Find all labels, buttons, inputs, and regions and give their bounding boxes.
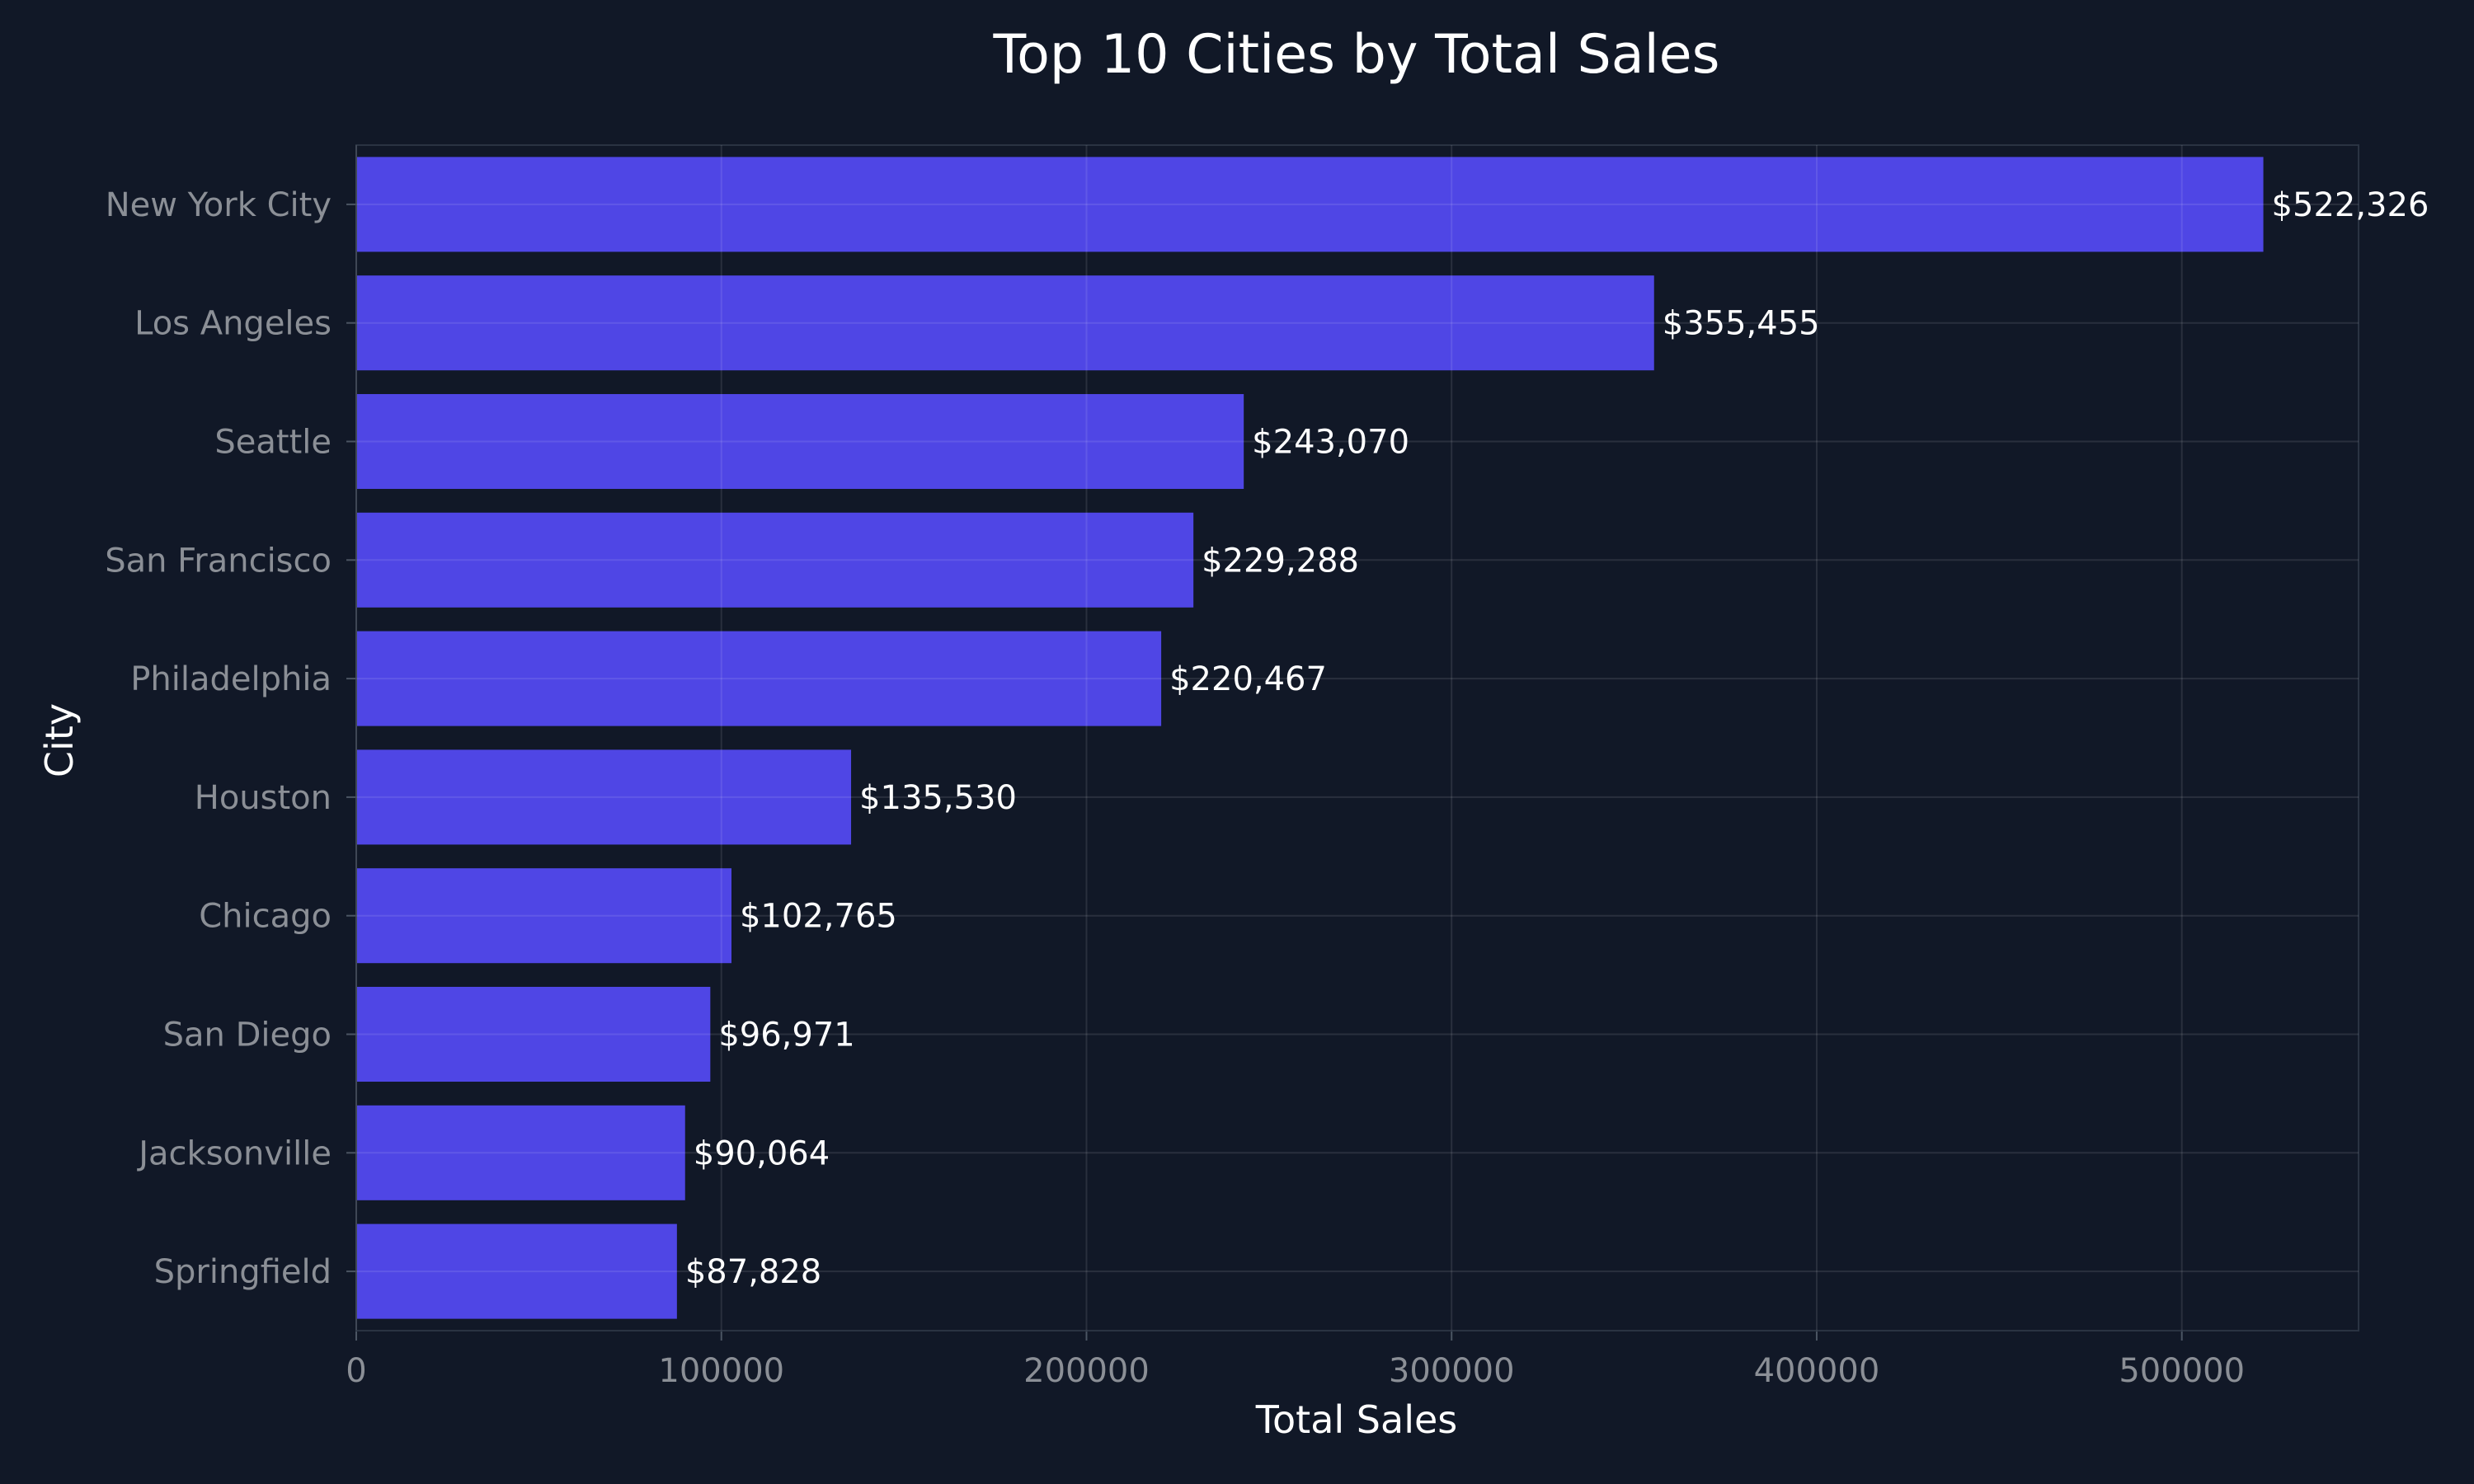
bar xyxy=(356,749,852,845)
bar xyxy=(356,986,711,1082)
y-axis-label: City xyxy=(37,703,82,777)
x-tick-label: 0 xyxy=(346,1352,366,1390)
bar xyxy=(356,275,1654,371)
data-label: $229,288 xyxy=(1202,542,1359,580)
bar xyxy=(356,512,1194,608)
data-label: $96,971 xyxy=(718,1017,854,1054)
data-label: $102,765 xyxy=(740,898,897,936)
y-tick-label: Philadelphia xyxy=(130,660,332,698)
y-tick-label: Los Angeles xyxy=(134,305,332,343)
bar xyxy=(356,631,1162,726)
bar xyxy=(356,393,1244,490)
y-tick-label: Chicago xyxy=(199,898,332,936)
y-tick-label: Springfield xyxy=(154,1253,332,1291)
y-tick-label: Houston xyxy=(195,779,332,817)
data-label: $355,455 xyxy=(1663,305,1820,343)
x-tick-label: 200000 xyxy=(1023,1352,1150,1390)
bar xyxy=(356,1223,677,1319)
plot-frame xyxy=(355,144,2359,1331)
bar xyxy=(356,157,2264,252)
x-tick-label: 400000 xyxy=(1754,1352,1880,1390)
bars xyxy=(356,157,2264,1319)
data-label: $87,828 xyxy=(685,1253,821,1291)
x-tick-label: 500000 xyxy=(2119,1352,2245,1390)
data-label: $243,070 xyxy=(1252,424,1409,462)
grid xyxy=(355,145,2359,1331)
y-tick-label: Jacksonville xyxy=(136,1134,332,1172)
y-tick-label: San Diego xyxy=(163,1017,332,1054)
bar xyxy=(356,1105,685,1200)
chart-title: Top 10 Cities by Total Sales xyxy=(992,24,1719,86)
x-tick-label: 300000 xyxy=(1389,1352,1515,1390)
x-axis-label: Total Sales xyxy=(1255,1397,1458,1442)
data-label: $522,326 xyxy=(2272,186,2429,224)
y-tick-label: New York City xyxy=(106,186,332,224)
data-labels: $522,326 $355,455 $243,070 $229,288 $220,467… xyxy=(685,186,2429,1291)
bar xyxy=(356,868,731,964)
y-tick-label: Seattle xyxy=(214,424,332,462)
axis-ticks: 0 100000 200000 300000 400000 500000 New York … xyxy=(105,186,2245,1390)
x-tick-label: 100000 xyxy=(658,1352,784,1390)
y-tick-label: San Francisco xyxy=(105,542,332,580)
data-label: $135,530 xyxy=(859,779,1017,817)
data-label: $220,467 xyxy=(1169,660,1327,698)
data-label: $90,064 xyxy=(694,1134,830,1172)
